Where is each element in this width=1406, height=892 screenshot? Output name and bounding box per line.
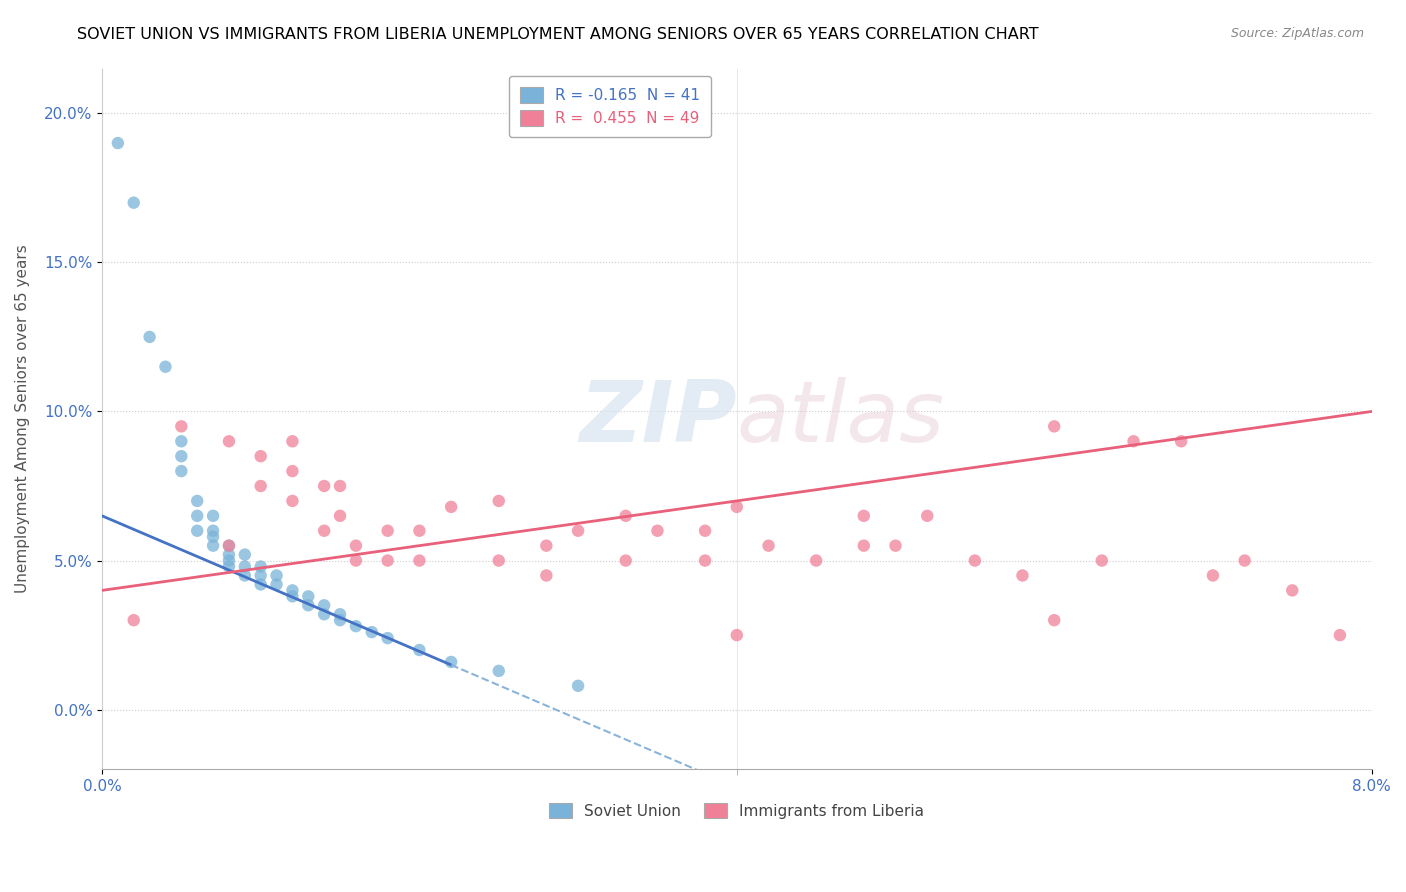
Point bbox=[266, 577, 288, 591]
Point bbox=[1170, 434, 1192, 449]
Point bbox=[249, 559, 271, 574]
Point bbox=[249, 479, 271, 493]
Point bbox=[915, 508, 938, 523]
Point bbox=[186, 508, 208, 523]
Point bbox=[249, 449, 271, 463]
Point bbox=[329, 607, 352, 622]
Point bbox=[266, 568, 288, 582]
Point bbox=[297, 590, 319, 604]
Point bbox=[122, 613, 145, 627]
Point bbox=[804, 553, 827, 567]
Point bbox=[567, 524, 589, 538]
Point bbox=[408, 524, 430, 538]
Point bbox=[297, 599, 319, 613]
Point bbox=[233, 568, 256, 582]
Point bbox=[314, 524, 336, 538]
Point bbox=[329, 479, 352, 493]
Point bbox=[218, 539, 240, 553]
Point bbox=[1091, 553, 1114, 567]
Point bbox=[281, 464, 304, 478]
Point bbox=[852, 539, 875, 553]
Point bbox=[408, 643, 430, 657]
Point bbox=[1233, 553, 1256, 567]
Point bbox=[1122, 434, 1144, 449]
Text: Source: ZipAtlas.com: Source: ZipAtlas.com bbox=[1230, 27, 1364, 40]
Point bbox=[344, 619, 367, 633]
Point bbox=[155, 359, 177, 374]
Point bbox=[122, 195, 145, 210]
Point bbox=[218, 553, 240, 567]
Point bbox=[218, 434, 240, 449]
Point bbox=[1043, 419, 1066, 434]
Point bbox=[377, 524, 399, 538]
Point bbox=[170, 449, 193, 463]
Point bbox=[344, 539, 367, 553]
Point bbox=[202, 508, 225, 523]
Point bbox=[186, 494, 208, 508]
Point bbox=[314, 607, 336, 622]
Text: ZIP: ZIP bbox=[579, 377, 737, 460]
Point bbox=[963, 553, 986, 567]
Point bbox=[488, 664, 510, 678]
Point bbox=[536, 568, 558, 582]
Point bbox=[249, 568, 271, 582]
Point bbox=[202, 539, 225, 553]
Point bbox=[281, 494, 304, 508]
Point bbox=[218, 548, 240, 562]
Point bbox=[440, 500, 463, 514]
Point bbox=[440, 655, 463, 669]
Point bbox=[233, 559, 256, 574]
Point bbox=[1281, 583, 1303, 598]
Point bbox=[202, 530, 225, 544]
Point bbox=[329, 613, 352, 627]
Point bbox=[725, 500, 748, 514]
Point bbox=[693, 524, 716, 538]
Point bbox=[344, 553, 367, 567]
Point bbox=[758, 539, 780, 553]
Point bbox=[249, 577, 271, 591]
Point bbox=[377, 553, 399, 567]
Point bbox=[186, 524, 208, 538]
Point bbox=[614, 553, 637, 567]
Point bbox=[1043, 613, 1066, 627]
Point bbox=[377, 631, 399, 645]
Point bbox=[107, 136, 129, 150]
Point bbox=[281, 434, 304, 449]
Legend: Soviet Union, Immigrants from Liberia: Soviet Union, Immigrants from Liberia bbox=[543, 797, 931, 825]
Point bbox=[202, 524, 225, 538]
Point bbox=[281, 590, 304, 604]
Point bbox=[536, 539, 558, 553]
Point bbox=[567, 679, 589, 693]
Point bbox=[281, 583, 304, 598]
Y-axis label: Unemployment Among Seniors over 65 years: Unemployment Among Seniors over 65 years bbox=[15, 244, 30, 593]
Text: SOVIET UNION VS IMMIGRANTS FROM LIBERIA UNEMPLOYMENT AMONG SENIORS OVER 65 YEARS: SOVIET UNION VS IMMIGRANTS FROM LIBERIA … bbox=[77, 27, 1039, 42]
Point bbox=[314, 599, 336, 613]
Point bbox=[233, 548, 256, 562]
Point bbox=[1202, 568, 1225, 582]
Point bbox=[1329, 628, 1351, 642]
Point bbox=[170, 434, 193, 449]
Point bbox=[1011, 568, 1033, 582]
Point bbox=[884, 539, 907, 553]
Point bbox=[852, 508, 875, 523]
Point bbox=[725, 628, 748, 642]
Point bbox=[693, 553, 716, 567]
Point bbox=[138, 330, 160, 344]
Point bbox=[488, 553, 510, 567]
Point bbox=[647, 524, 669, 538]
Point bbox=[408, 553, 430, 567]
Point bbox=[218, 539, 240, 553]
Point bbox=[360, 625, 382, 640]
Point bbox=[218, 559, 240, 574]
Text: atlas: atlas bbox=[737, 377, 945, 460]
Point bbox=[314, 479, 336, 493]
Point bbox=[170, 419, 193, 434]
Point bbox=[614, 508, 637, 523]
Point bbox=[488, 494, 510, 508]
Point bbox=[329, 508, 352, 523]
Point bbox=[170, 464, 193, 478]
